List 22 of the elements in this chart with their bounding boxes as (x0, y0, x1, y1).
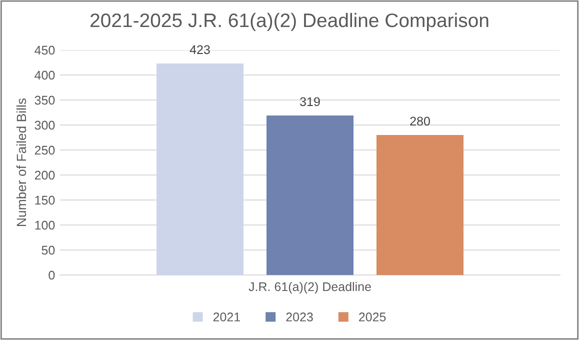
y-tick-label: 300 (34, 120, 55, 130)
y-tick-label: 450 (34, 46, 55, 55)
y-axis-title: Number of Failed Bills (16, 98, 26, 226)
data-label: 423 (190, 45, 210, 54)
y-tick-label: 0 (48, 270, 55, 280)
legend-label: 2025 (359, 312, 386, 322)
y-tick-label: 200 (34, 170, 55, 180)
bar (376, 135, 464, 275)
y-tick-label: 350 (34, 96, 55, 105)
chart-title: 2021-2025 J.R. 61(a)(2) Deadline Comparison (90, 12, 488, 32)
legend-label: 2023 (286, 312, 313, 322)
bar (156, 64, 244, 275)
legend-label: 2021 (213, 312, 240, 322)
y-tick-label: 150 (35, 196, 55, 205)
y-tick-label: 50 (42, 246, 55, 255)
y-tick-label: 250 (34, 146, 55, 155)
bar (266, 116, 354, 275)
y-tick-label: 400 (34, 70, 55, 80)
data-label: 319 (300, 97, 320, 106)
x-tick-label: J.R. 61(a)(2) Deadline (248, 282, 371, 294)
y-tick-label: 100 (35, 220, 55, 230)
data-label: 280 (410, 116, 430, 126)
